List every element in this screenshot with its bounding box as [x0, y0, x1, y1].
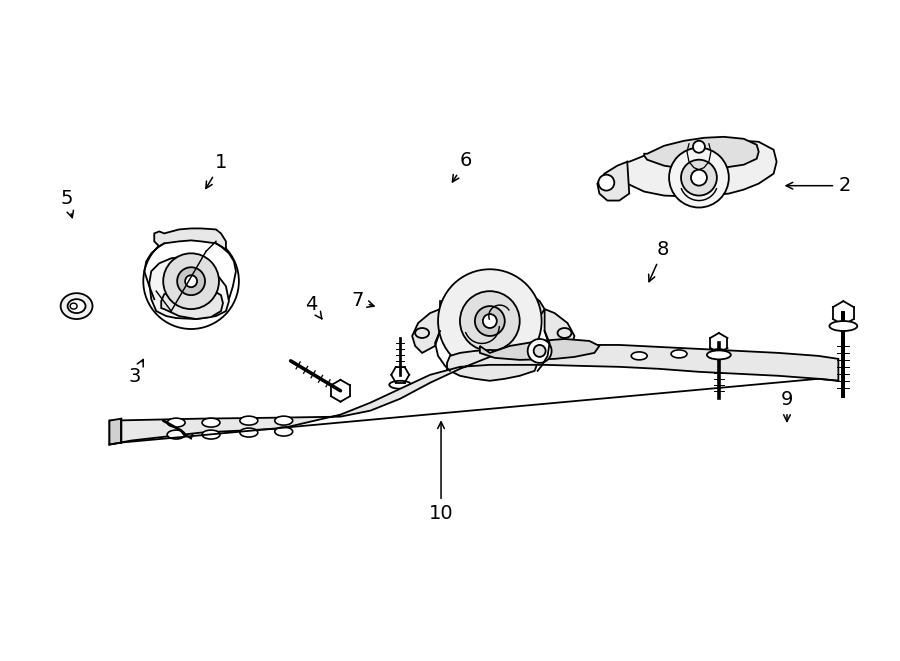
Text: 3: 3 — [129, 360, 143, 386]
Text: 8: 8 — [649, 240, 670, 282]
Polygon shape — [110, 345, 839, 444]
Polygon shape — [183, 426, 194, 438]
Text: 4: 4 — [305, 295, 322, 319]
Text: 10: 10 — [428, 422, 454, 523]
Circle shape — [185, 275, 197, 287]
Circle shape — [598, 175, 615, 190]
Ellipse shape — [202, 430, 220, 439]
Ellipse shape — [631, 352, 647, 360]
Circle shape — [475, 306, 505, 336]
Circle shape — [534, 345, 545, 357]
Text: 7: 7 — [352, 292, 374, 311]
Polygon shape — [154, 229, 226, 249]
Circle shape — [527, 339, 552, 363]
Circle shape — [524, 300, 536, 312]
Circle shape — [489, 297, 500, 309]
Text: 2: 2 — [786, 176, 850, 195]
Ellipse shape — [202, 418, 220, 427]
Ellipse shape — [167, 430, 185, 439]
Polygon shape — [480, 339, 599, 360]
Polygon shape — [544, 309, 574, 353]
Ellipse shape — [240, 428, 257, 437]
Circle shape — [177, 267, 205, 295]
Text: 9: 9 — [781, 390, 793, 422]
Polygon shape — [598, 162, 629, 200]
Ellipse shape — [240, 416, 257, 425]
Circle shape — [693, 141, 705, 153]
Ellipse shape — [60, 293, 93, 319]
Polygon shape — [149, 256, 229, 319]
Ellipse shape — [68, 299, 86, 313]
Text: 1: 1 — [206, 153, 228, 188]
Circle shape — [669, 148, 729, 208]
Circle shape — [483, 314, 497, 328]
Text: 6: 6 — [453, 151, 472, 182]
Ellipse shape — [706, 350, 731, 360]
Polygon shape — [625, 140, 777, 196]
Ellipse shape — [274, 427, 292, 436]
Polygon shape — [644, 137, 759, 170]
Circle shape — [681, 160, 717, 196]
Circle shape — [460, 291, 519, 351]
Ellipse shape — [167, 418, 185, 427]
Text: 5: 5 — [60, 189, 74, 217]
Polygon shape — [110, 418, 122, 444]
Circle shape — [454, 300, 466, 312]
Ellipse shape — [671, 350, 687, 358]
Polygon shape — [412, 309, 440, 353]
Polygon shape — [447, 350, 537, 381]
Circle shape — [438, 269, 542, 373]
Ellipse shape — [830, 321, 858, 331]
Ellipse shape — [390, 381, 411, 389]
Polygon shape — [440, 287, 544, 330]
Polygon shape — [161, 288, 223, 319]
Circle shape — [163, 253, 219, 309]
Ellipse shape — [274, 416, 292, 425]
Ellipse shape — [711, 349, 727, 357]
Circle shape — [691, 170, 707, 186]
